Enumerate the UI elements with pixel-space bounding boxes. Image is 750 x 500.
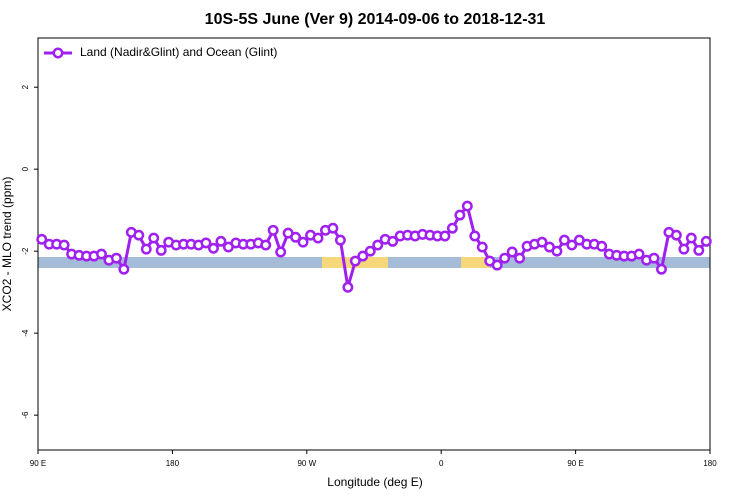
point: [155, 244, 167, 256]
point: [476, 241, 488, 253]
point: [633, 248, 645, 260]
x-tick-label: 180: [166, 459, 180, 468]
x-tick-label: 180: [703, 459, 717, 468]
point: [656, 263, 667, 275]
y-tick-label: -6: [21, 411, 30, 419]
x-tick-label: 0: [439, 459, 444, 468]
point: [334, 234, 346, 246]
point: [685, 232, 697, 244]
point: [648, 252, 660, 264]
point: [36, 233, 48, 245]
y-tick-label: 2: [21, 84, 30, 89]
point: [536, 236, 548, 248]
point: [372, 239, 384, 251]
point: [364, 245, 376, 257]
point: [133, 229, 145, 241]
x-tick-label: 90 E: [30, 459, 46, 468]
point: [267, 224, 279, 236]
x-tick-label: 90 W: [297, 459, 316, 468]
y-tick-label: 0: [21, 166, 30, 171]
point: [454, 209, 466, 221]
chart-title: 10S-5S June (Ver 9) 2014-09-06 to 2018-1…: [205, 11, 546, 28]
x-tick-label: 90 E: [567, 459, 583, 468]
point: [96, 248, 107, 260]
point: [349, 255, 361, 267]
point: [342, 281, 354, 293]
point: [387, 235, 399, 247]
point: [551, 245, 563, 257]
y-tick-label: -2: [21, 247, 30, 255]
point: [558, 234, 570, 246]
y-axis-label: XCO2 - MLO trend (ppm): [0, 177, 14, 312]
point: [215, 235, 227, 247]
point: [118, 263, 130, 275]
point: [693, 244, 705, 256]
point: [439, 230, 451, 242]
point: [297, 236, 309, 248]
point: [566, 239, 578, 251]
point: [327, 222, 339, 234]
point: [58, 239, 70, 251]
point: [275, 246, 287, 258]
legend-label: Land (Nadir&Glint) and Ocean (Glint): [80, 45, 277, 59]
land-band: [461, 257, 490, 268]
point: [446, 222, 458, 234]
point: [596, 240, 608, 252]
point: [700, 235, 712, 247]
point: [514, 252, 526, 264]
point: [200, 237, 212, 249]
point: [469, 230, 481, 242]
x-axis-label: Longitude (deg E): [327, 475, 422, 489]
point: [260, 239, 272, 251]
y-tick-label: -4: [21, 329, 30, 337]
point: [670, 229, 682, 241]
point: [208, 242, 219, 254]
legend-marker: [52, 47, 64, 59]
point: [110, 252, 122, 264]
point: [290, 231, 302, 243]
point: [461, 200, 473, 212]
point: [499, 252, 511, 264]
point: [357, 250, 369, 262]
point: [148, 232, 160, 244]
point: [491, 259, 503, 271]
point: [506, 246, 518, 258]
point: [678, 243, 690, 255]
point: [140, 243, 152, 255]
point: [312, 232, 324, 244]
